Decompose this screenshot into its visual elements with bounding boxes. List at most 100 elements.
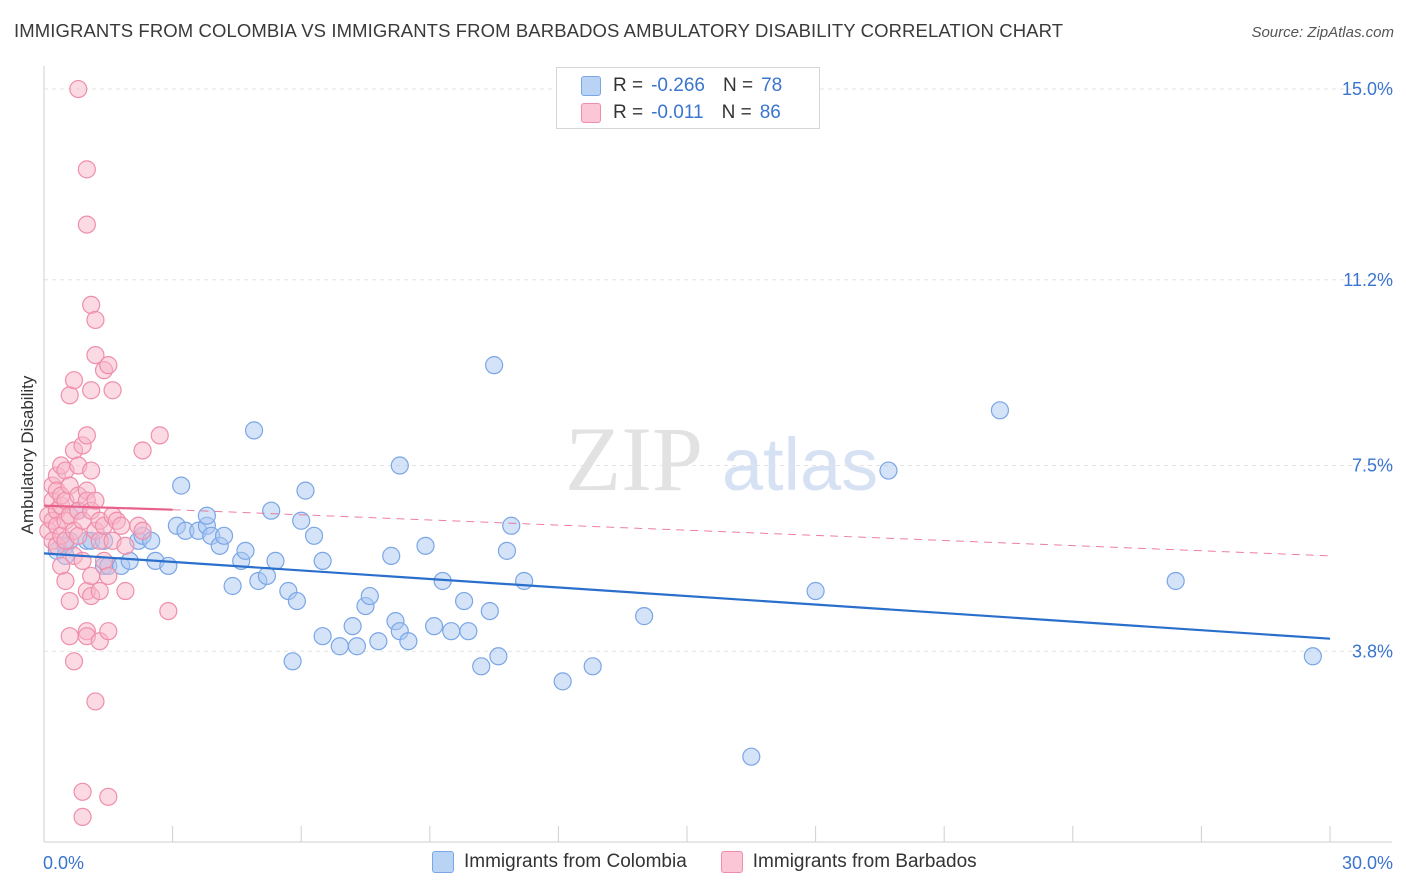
colombia-point: [742, 747, 761, 766]
colombia-point: [360, 586, 379, 606]
correlation-legend: R = -0.266 N = 78 R = -0.011 N = 86: [556, 67, 820, 129]
barbados-point: [133, 441, 152, 460]
colombia-point: [502, 516, 521, 535]
legend-item-colombia[interactable]: Immigrants from Colombia: [432, 851, 687, 873]
barbados-point: [82, 461, 101, 480]
colombia-point: [343, 617, 362, 636]
r-label: R =: [613, 75, 644, 96]
r-value-barbados: -0.011: [651, 102, 704, 123]
colombia-point: [515, 571, 534, 591]
colombia-point: [369, 632, 388, 651]
barbados-point: [56, 571, 75, 591]
trend-lines: [43, 504, 1331, 640]
colombia-point: [879, 461, 898, 480]
barbados-point: [116, 536, 135, 555]
colombia-point: [257, 566, 277, 586]
n-value-barbados: 86: [759, 102, 781, 123]
colombia-point: [330, 637, 349, 656]
colombia-point: [635, 607, 654, 626]
colombia-trend-line: [43, 552, 1331, 640]
n-value-colombia: 78: [761, 75, 783, 96]
colombia-point: [1166, 571, 1185, 591]
gridlines: [44, 88, 1392, 652]
colombia-point: [442, 622, 461, 641]
colombia-point: [287, 591, 307, 611]
barbados-trend-line: [43, 504, 173, 511]
colombia-point: [296, 481, 315, 500]
barbados-point: [77, 426, 96, 445]
colombia-point: [497, 541, 517, 560]
axes: [43, 66, 1392, 843]
y-tick-label: 3.8%: [1352, 641, 1393, 661]
colombia-point: [172, 476, 191, 495]
colombia-point: [382, 546, 401, 565]
colombia-point: [266, 551, 285, 571]
legend-item-barbados[interactable]: Immigrants from Barbados: [720, 851, 977, 873]
colombia-point: [304, 526, 324, 545]
barbados-point: [86, 491, 105, 510]
colombia-point: [485, 356, 504, 375]
colombia-point: [313, 551, 332, 571]
r-value-colombia: -0.266: [651, 75, 705, 96]
colombia-point: [480, 601, 499, 621]
barbados-point: [103, 381, 122, 400]
r-label: R =: [613, 102, 644, 123]
barbados-point: [69, 526, 88, 545]
legend-row-colombia: R = -0.266 N = 78: [581, 73, 782, 99]
colombia-point: [347, 637, 367, 656]
barbados-point: [60, 627, 79, 646]
colombia-point: [459, 622, 478, 641]
colombia-point: [244, 421, 264, 440]
watermark-zip: ZIP: [565, 408, 703, 510]
barbados-point: [112, 516, 131, 535]
colombia-point: [990, 401, 1010, 420]
colombia-point: [159, 556, 178, 576]
colombia-point: [399, 632, 418, 651]
chart-title: IMMIGRANTS FROM COLOMBIA VS IMMIGRANTS F…: [14, 20, 1064, 41]
legend-label-colombia: Immigrants from Colombia: [464, 851, 687, 872]
barbados-point: [90, 581, 109, 601]
barbados-point: [86, 310, 105, 330]
n-label: N =: [722, 75, 754, 96]
barbados-trend-extension: [172, 509, 1331, 557]
series-legend: Immigrants from Colombia Immigrants from…: [432, 851, 1011, 873]
colombia-point: [283, 652, 302, 671]
barbados-point: [73, 782, 92, 801]
barbados-point: [86, 345, 105, 365]
watermark-atlas: atlas: [722, 423, 878, 506]
barbados-point: [99, 356, 118, 375]
colombia-point: [424, 617, 444, 636]
colombia-point: [1303, 647, 1322, 666]
barbados-point: [77, 160, 96, 179]
data-points: [39, 79, 1322, 827]
barbados-point: [133, 521, 152, 540]
colombia-point: [292, 511, 311, 530]
legend-row-barbados: R = -0.011 N = 86: [581, 100, 781, 126]
colombia-point: [223, 576, 242, 596]
barbados-point: [116, 581, 135, 601]
colombia-point: [583, 657, 602, 676]
colombia-point: [416, 536, 435, 555]
colombia-swatch: [581, 76, 601, 96]
colombia-point: [489, 647, 508, 666]
n-label: N =: [721, 102, 752, 123]
colombia-point: [214, 526, 234, 545]
barbados-point: [82, 566, 101, 586]
barbados-point: [64, 652, 84, 671]
barbados-point: [82, 295, 101, 315]
y-tick-label: 15.0%: [1342, 79, 1393, 99]
barbados-point: [60, 591, 79, 611]
colombia-point: [806, 581, 825, 601]
barbados-point: [77, 215, 96, 234]
barbados-point: [86, 692, 105, 711]
y-tick-label: 7.5%: [1352, 456, 1393, 476]
barbados-point: [60, 386, 79, 405]
barbados-point: [73, 807, 92, 827]
colombia-point: [553, 672, 572, 691]
source-credit: Source: ZipAtlas.com: [1251, 24, 1394, 41]
barbados-point: [99, 566, 118, 586]
colombia-swatch: [432, 851, 454, 873]
colombia-point: [120, 551, 139, 571]
barbados-point: [82, 381, 101, 400]
